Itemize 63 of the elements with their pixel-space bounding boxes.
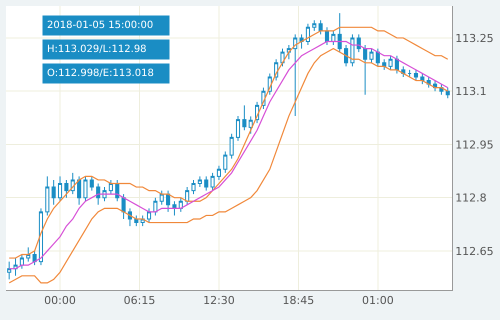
candlestick xyxy=(153,197,158,216)
candlestick xyxy=(166,190,170,212)
annotation: H:113.029/L:112.98 xyxy=(47,44,147,55)
candlestick xyxy=(52,179,56,206)
x-tick-label: 12:30 xyxy=(203,294,235,308)
candlestick xyxy=(122,194,126,220)
candlestick xyxy=(64,179,68,198)
candlestick xyxy=(45,176,50,216)
candlestick xyxy=(376,48,380,67)
candlestick xyxy=(230,133,234,160)
candlestick xyxy=(350,34,354,67)
candlestick xyxy=(242,104,246,131)
candlestick xyxy=(20,254,24,270)
candlestick xyxy=(306,23,310,46)
candlestick xyxy=(223,151,228,174)
candlestick xyxy=(363,44,368,96)
y-tick-label: 113.1 xyxy=(455,85,487,98)
candlestick xyxy=(146,208,152,224)
annotation: 2018-01-05 15:00:00 xyxy=(47,20,154,31)
candlestick xyxy=(108,179,113,195)
candlestick xyxy=(191,179,196,195)
candlestick xyxy=(401,66,406,78)
candlestick xyxy=(408,69,412,78)
candlestick xyxy=(185,186,190,206)
candlestick xyxy=(344,44,348,67)
candlestick xyxy=(338,12,342,53)
candlestick xyxy=(90,176,94,192)
candlestick xyxy=(210,172,215,192)
candlestick xyxy=(312,20,316,32)
candlestick xyxy=(369,48,374,64)
candlestick xyxy=(318,20,323,35)
candlestick xyxy=(160,190,164,206)
y-tick-label: 112.65 xyxy=(455,244,494,258)
candlestick xyxy=(293,34,298,117)
y-tick-label: 112.8 xyxy=(455,192,487,205)
candlestick xyxy=(236,116,240,142)
x-tick-label: 01:00 xyxy=(362,294,394,308)
candlestick xyxy=(96,183,100,206)
candlestick xyxy=(356,34,361,53)
candlestick xyxy=(83,176,88,202)
candlestick xyxy=(382,58,386,70)
candlestick xyxy=(216,165,221,180)
candlestick xyxy=(426,76,431,88)
candlestick xyxy=(77,176,82,206)
candlestick xyxy=(280,48,285,67)
y-tick-label: 112.95 xyxy=(455,138,494,152)
candlestick xyxy=(446,87,450,99)
annotation: O:112.998/E:113.018 xyxy=(47,68,154,79)
y-tick-label: 113.25 xyxy=(455,32,494,45)
candlestick xyxy=(58,176,62,202)
candlestick xyxy=(178,197,183,212)
candlestick xyxy=(134,214,138,227)
x-tick-label: 18:45 xyxy=(282,294,314,308)
candlestick xyxy=(414,69,418,82)
candlestick xyxy=(198,176,202,188)
candlestick xyxy=(172,200,176,216)
candlestick xyxy=(26,246,30,262)
candlestick xyxy=(204,176,208,192)
x-tick-label: 06:15 xyxy=(124,294,156,308)
candlestick xyxy=(300,34,304,50)
candlestick xyxy=(388,55,393,70)
candlestick xyxy=(248,116,253,134)
x-tick-label: 00:00 xyxy=(44,294,76,308)
